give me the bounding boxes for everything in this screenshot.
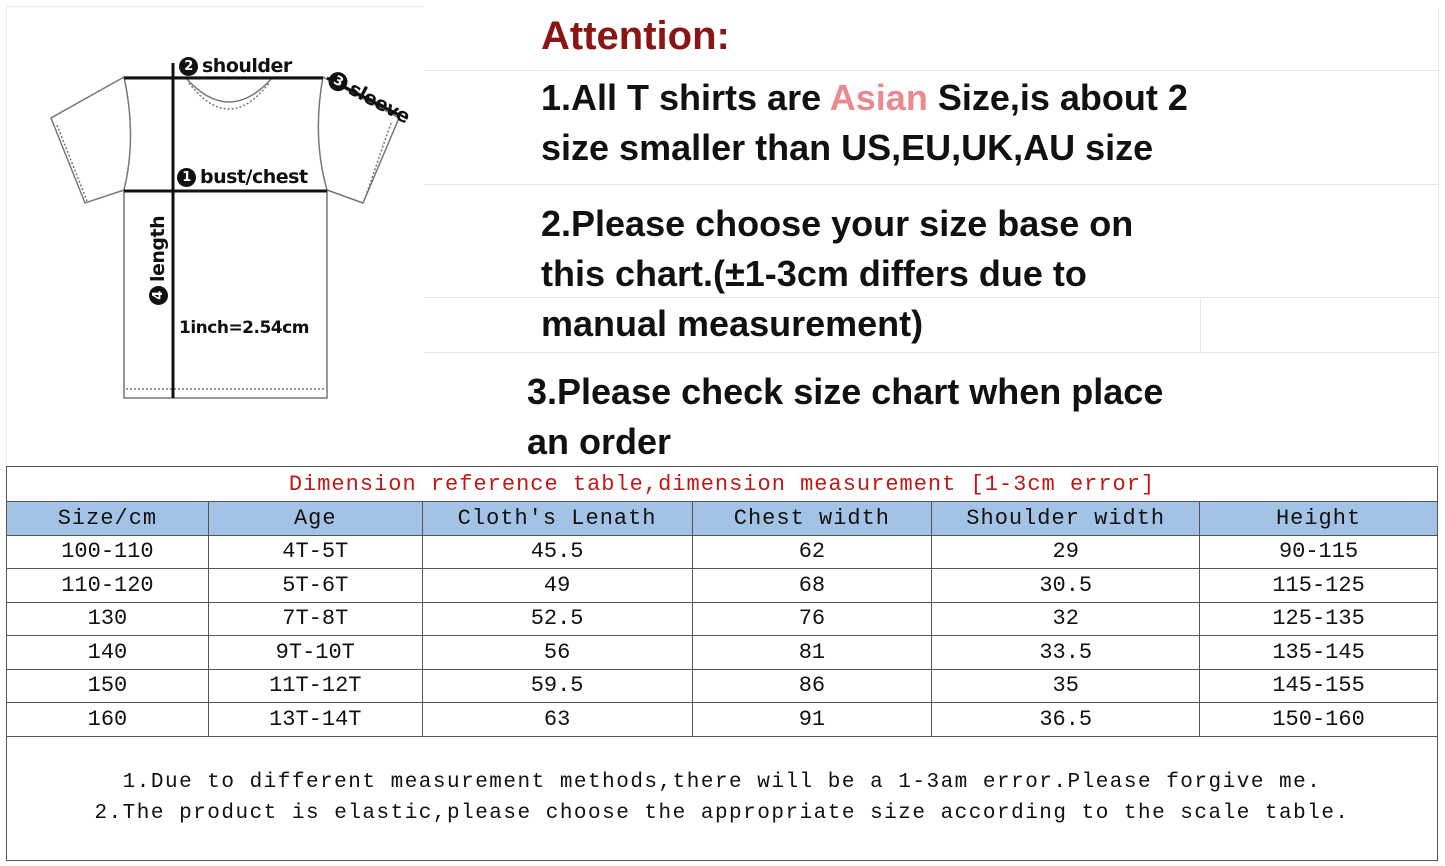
table-cell: 76 (691, 601, 933, 636)
tshirt-outline-icon (50, 63, 400, 399)
size-table: Dimension reference table,dimension meas… (6, 466, 1438, 861)
header-chest: Chest width (691, 501, 933, 536)
p1-line2: size smaller than US,EU,UK,AU size (541, 127, 1154, 168)
table-cell: 30.5 (931, 568, 1201, 603)
table-cell: 140 (6, 635, 209, 670)
table-cell: 150-160 (1199, 702, 1438, 737)
p1-text-after: Size,is about 2 (927, 77, 1188, 118)
table-row: 150 11T-12T 59.5 86 35 145-155 (6, 668, 1438, 703)
divider (1200, 297, 1201, 352)
table-cell: 90-115 (1199, 534, 1438, 569)
header-length: Cloth's Lenath (421, 501, 693, 536)
attention-point-2: 2.Please choose your size base on this c… (541, 199, 1133, 349)
table-cell: 91 (691, 702, 933, 737)
divider (424, 297, 1438, 298)
table-cell: 135-145 (1199, 635, 1438, 670)
table-cell: 32 (931, 601, 1201, 636)
table-cell: 9T-10T (207, 635, 423, 670)
conversion-note: 1inch=2.54cm (179, 318, 309, 338)
table-cell: 110-120 (6, 568, 209, 603)
table-cell: 45.5 (421, 534, 693, 569)
table-cell: 29 (931, 534, 1201, 569)
header-height: Height (1199, 501, 1438, 536)
asian-highlight: Asian (829, 77, 928, 118)
p3-line1: 3.Please check size chart when place (527, 371, 1164, 412)
notes-row: 1.Due to different measurement methods,t… (6, 735, 1438, 861)
divider (1438, 8, 1439, 466)
table-row: 140 9T-10T 56 81 33.5 135-145 (6, 635, 1438, 670)
p1-text: 1.All T shirts are (541, 77, 830, 118)
table-cell: 36.5 (931, 702, 1201, 737)
header-shoulder: Shoulder width (931, 501, 1201, 536)
table-row: 160 13T-14T 63 91 36.5 150-160 (6, 702, 1438, 737)
divider (424, 184, 1438, 185)
attention-point-1: 1.All T shirts are Asian Size,is about 2… (541, 73, 1188, 173)
table-cell: 49 (421, 568, 693, 603)
table-cell: 130 (6, 601, 209, 636)
table-cell: 56 (421, 635, 693, 670)
table-cell: 115-125 (1199, 568, 1438, 603)
attention-point-3: 3.Please check size chart when place an … (527, 367, 1163, 467)
table-cell: 68 (691, 568, 933, 603)
table-cell: 7T-8T (207, 601, 423, 636)
table-cell: 63 (421, 702, 693, 737)
table-header: Size/cm Age Cloth's Lenath Chest width S… (6, 501, 1438, 536)
chest-text: bust/chest (200, 166, 308, 188)
table-cell: 35 (931, 668, 1201, 703)
length-text: length (147, 215, 169, 282)
header-age: Age (207, 501, 423, 536)
p2-line1: 2.Please choose your size base on (541, 203, 1134, 244)
table-cell: 11T-12T (207, 668, 423, 703)
tshirt-diagram: 2 shoulder 3sleeve 1 bust/chest 4length 1i… (6, 6, 424, 466)
attention-title: Attention: (541, 14, 730, 58)
table-cell: 62 (691, 534, 933, 569)
table-row: 130 7T-8T 52.5 76 32 125-135 (6, 601, 1438, 636)
table-cell: 150 (6, 668, 209, 703)
divider (424, 352, 1438, 353)
table-title: Dimension reference table,dimension meas… (6, 466, 1438, 502)
table-row: 110-120 5T-6T 49 68 30.5 115-125 (6, 568, 1438, 603)
number-4-icon: 4 (149, 286, 168, 305)
chest-label: 1 bust/chest (177, 166, 308, 188)
table-cell: 145-155 (1199, 668, 1438, 703)
p2-line3: manual measurement) (541, 303, 924, 344)
table-cell: 160 (6, 702, 209, 737)
length-label: 4 length (147, 216, 169, 305)
table-cell: 59.5 (421, 668, 693, 703)
p2-line2: this chart.(±1-3cm differs due to (541, 253, 1087, 294)
table-cell: 13T-14T (207, 702, 423, 737)
table-cell: 52.5 (421, 601, 693, 636)
header-size: Size/cm (6, 501, 209, 536)
shoulder-label: 2 shoulder (179, 55, 292, 77)
table-cell: 125-135 (1199, 601, 1438, 636)
note-2: 2.The product is elastic,please choose t… (94, 802, 1350, 825)
note-1: 1.Due to different measurement methods,t… (122, 771, 1322, 794)
table-row: 100-110 4T-5T 45.5 62 29 90-115 (6, 534, 1438, 569)
number-2-icon: 2 (179, 57, 198, 76)
table-cell: 5T-6T (207, 568, 423, 603)
divider (424, 70, 1438, 71)
p3-line2: an order (527, 421, 672, 462)
table-cell: 100-110 (6, 534, 209, 569)
number-1-icon: 1 (177, 168, 196, 187)
table-cell: 86 (691, 668, 933, 703)
table-cell: 4T-5T (207, 534, 423, 569)
table-cell: 81 (691, 635, 933, 670)
shoulder-text: shoulder (202, 55, 292, 77)
table-cell: 33.5 (931, 635, 1201, 670)
